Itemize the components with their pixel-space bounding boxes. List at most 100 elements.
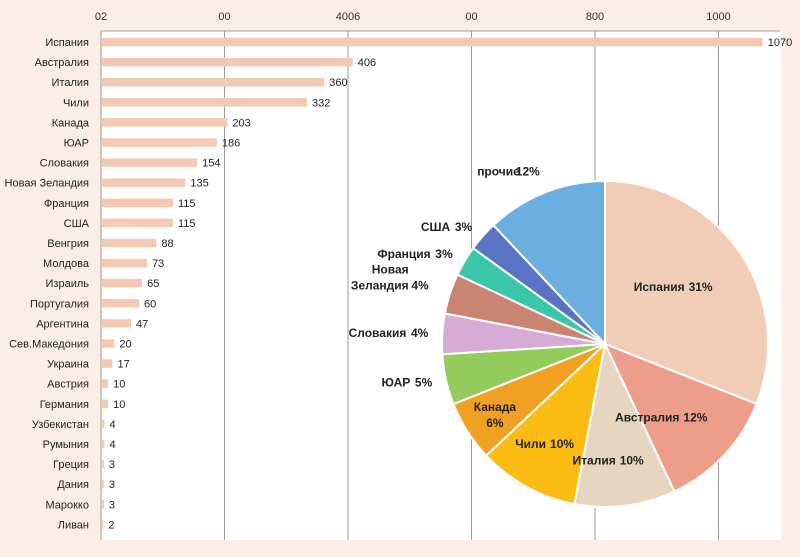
data-label: 3 (109, 499, 115, 511)
data-label: 65 (147, 278, 159, 290)
data-label: 115 (178, 198, 196, 210)
bar (102, 57, 353, 67)
category-label: Греция (53, 459, 89, 471)
data-label: 17 (117, 359, 129, 371)
category-label: Израиль (46, 278, 90, 290)
category-label: США (64, 218, 90, 230)
bar (102, 439, 105, 449)
bar (102, 479, 104, 489)
x-tick-label: 00 (218, 11, 230, 23)
pie-slice (573, 340, 676, 508)
bar (102, 178, 186, 187)
bar (102, 319, 132, 328)
data-label: 360 (329, 77, 347, 89)
category-label: Румыния (43, 439, 89, 451)
pie-label: ЮАР (382, 376, 411, 390)
data-label: 332 (312, 97, 330, 109)
category-label: Испания (45, 37, 89, 49)
pie-label: прочие (477, 164, 520, 178)
bar (102, 459, 104, 469)
category-label: Украина (47, 359, 90, 371)
data-label: 406 (358, 57, 376, 69)
pie-label-pct: 6% (486, 416, 504, 430)
category-label: Чили (63, 97, 89, 109)
pie-label-pct: 3% (455, 220, 473, 234)
x-tick-label: 1000 (706, 11, 730, 23)
category-label: Италия (52, 77, 90, 89)
pie-label: Чили (515, 437, 546, 451)
bar (102, 37, 763, 47)
x-tick-label: 800 (586, 11, 604, 23)
bar (102, 379, 109, 388)
pie-label: Испания (634, 280, 685, 294)
bar (102, 158, 198, 167)
data-label: 203 (232, 117, 250, 129)
data-label: 60 (144, 298, 156, 310)
category-label: Аргентина (36, 318, 90, 330)
data-label: 20 (119, 339, 131, 351)
pie-label: Новая (372, 262, 409, 276)
pie-label: Италия (573, 453, 616, 467)
category-label: ЮАР (64, 138, 89, 150)
data-label: 1070 (768, 37, 792, 49)
category-label: Молдова (43, 258, 90, 270)
pie-label-pct: 4% (411, 326, 429, 340)
pie-label: Австралия (615, 411, 679, 425)
category-label: Дания (57, 479, 89, 491)
data-label: 135 (190, 178, 208, 190)
pie-label-pct: 12% (516, 164, 540, 178)
bar (102, 118, 228, 127)
bar (102, 238, 157, 248)
pie-label-pct: 3% (435, 247, 453, 261)
category-label: Узбекистан (32, 419, 89, 431)
pie-label: США (421, 220, 451, 234)
data-label: 3 (109, 459, 115, 471)
bar (102, 218, 174, 228)
pie-label: Канада (474, 400, 517, 414)
x-tick-label: 00 (465, 11, 477, 23)
bar (102, 198, 174, 208)
category-label: Австрия (47, 379, 89, 391)
pie-label-pct: 10% (550, 437, 574, 451)
data-label: 47 (136, 318, 148, 330)
bar (102, 520, 104, 529)
bar (102, 98, 308, 107)
data-label: 73 (152, 258, 164, 270)
pie-slice (603, 342, 758, 493)
pie-label-pct: 4% (411, 278, 429, 292)
category-label: Ливан (58, 519, 89, 531)
category-label: Германия (40, 399, 89, 411)
category-label: Словакия (40, 158, 89, 170)
bar (102, 359, 113, 368)
data-label: 10 (113, 399, 125, 411)
pie-label-pct: 31% (689, 280, 713, 294)
category-label: Франция (44, 198, 89, 210)
category-label: Португалия (30, 298, 89, 310)
bar (102, 278, 143, 288)
bar (102, 77, 325, 87)
pie-slice (492, 179, 606, 347)
data-label: 10 (113, 379, 125, 391)
x-tick-label: 4006 (336, 11, 360, 23)
category-label: Канада (52, 117, 90, 129)
bar (102, 339, 115, 348)
bar (102, 138, 217, 147)
data-label: 2 (108, 519, 114, 531)
data-label: 88 (161, 238, 173, 250)
pie-label: Франция (377, 247, 430, 261)
data-label: 186 (222, 138, 240, 150)
category-label: Новая Зеландия (5, 178, 89, 190)
data-label: 154 (202, 158, 220, 170)
category-label: Марокко (45, 499, 89, 511)
bar (102, 299, 140, 308)
pie-slice (484, 341, 607, 506)
pie-label: Зеландия (351, 278, 409, 292)
data-label: 3 (109, 479, 115, 491)
bar (102, 419, 105, 429)
pie-label: Словакия (349, 326, 407, 340)
bar (102, 500, 104, 509)
bar (102, 258, 148, 268)
data-label: 4 (109, 439, 115, 451)
category-label: Австралия (35, 57, 89, 69)
